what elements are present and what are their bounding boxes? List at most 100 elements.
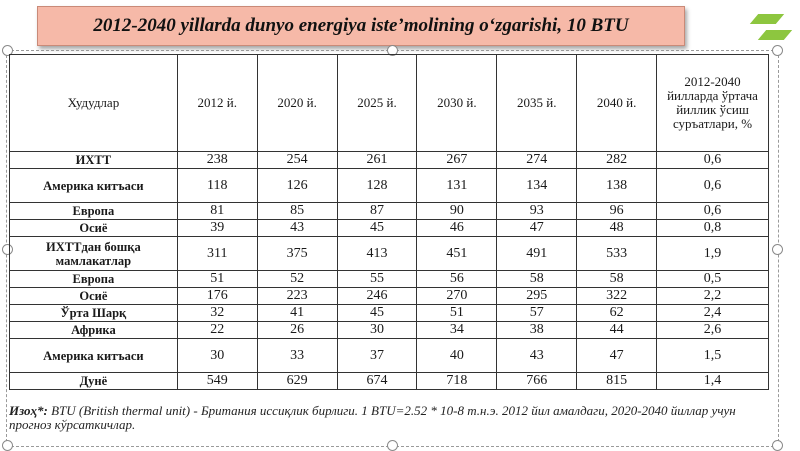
value-cell: 44 [576,321,658,339]
value-cell: 674 [336,372,418,390]
value-cell: 47 [576,338,658,373]
decor-chevron [749,14,785,24]
value-cell: 413 [336,236,418,271]
growth-rate-cell: 0,5 [656,270,769,288]
value-cell: 629 [256,372,338,390]
region-cell: Америка китъаси [9,338,178,373]
value-cell: 46 [416,219,498,237]
value-cell: 56 [416,270,498,288]
value-cell: 40 [416,338,498,373]
resize-handle[interactable] [2,440,13,451]
table-row: ИХТТдан бошқа мамлакатлар 311 375 413 451 491… [9,236,769,271]
resize-handle[interactable] [387,440,398,451]
region-cell: Америка китъаси [9,168,178,203]
value-cell: 274 [496,151,578,169]
value-cell: 118 [176,168,258,203]
value-cell: 55 [336,270,418,288]
column-header: 2030 й. [416,54,498,152]
value-cell: 533 [576,236,658,271]
table-row: Ўрта Шарқ 32 41 45 51 57 62 2,4 [9,304,769,322]
value-cell: 134 [496,168,578,203]
value-cell: 451 [416,236,498,271]
value-cell: 58 [496,270,578,288]
column-header: 2012 й. [176,54,258,152]
column-header: 2025 й. [336,54,418,152]
value-cell: 549 [176,372,258,390]
growth-rate-cell: 0,8 [656,219,769,237]
growth-rate-cell: 2,6 [656,321,769,339]
value-cell: 223 [256,287,338,305]
value-cell: 96 [576,202,658,220]
resize-handle[interactable] [772,45,783,56]
value-cell: 311 [176,236,258,271]
footnote-text: BTU (British thermal unit) - Британия ис… [9,403,736,432]
value-cell: 375 [256,236,338,271]
value-cell: 43 [256,219,338,237]
value-cell: 32 [176,304,258,322]
value-cell: 126 [256,168,338,203]
value-cell: 138 [576,168,658,203]
growth-rate-cell: 0,6 [656,168,769,203]
value-cell: 270 [416,287,498,305]
value-cell: 85 [256,202,338,220]
resize-handle[interactable] [772,244,783,255]
table-row: Америка китъаси 118 126 128 131 134 138 0,6 [9,168,769,203]
value-cell: 22 [176,321,258,339]
value-cell: 93 [496,202,578,220]
region-cell: ИХТТдан бошқа мамлакатлар [9,236,178,271]
value-cell: 47 [496,219,578,237]
value-cell: 87 [336,202,418,220]
value-cell: 51 [176,270,258,288]
value-cell: 128 [336,168,418,203]
growth-rate-cell: 2,2 [656,287,769,305]
region-cell: Европа [9,202,178,220]
footnote: Изоҳ*: BTU (British thermal unit) - Брит… [9,404,774,432]
column-header-region: Худудлар [9,54,178,152]
region-cell: Ўрта Шарқ [9,304,178,322]
value-cell: 38 [496,321,578,339]
value-cell: 766 [496,372,578,390]
value-cell: 282 [576,151,658,169]
column-header: 2035 й. [496,54,578,152]
growth-rate-cell: 1,9 [656,236,769,271]
value-cell: 43 [496,338,578,373]
value-cell: 51 [416,304,498,322]
value-cell: 30 [176,338,258,373]
value-cell: 30 [336,321,418,339]
value-cell: 26 [256,321,338,339]
value-cell: 254 [256,151,338,169]
value-cell: 261 [336,151,418,169]
value-cell: 131 [416,168,498,203]
table-header-row: Худудлар 2012 й. 2020 й. 2025 й. 2030 й. 2035… [9,54,769,152]
value-cell: 39 [176,219,258,237]
value-cell: 58 [576,270,658,288]
growth-rate-cell: 1,4 [656,372,769,390]
energy-consumption-table: Худудлар 2012 й. 2020 й. 2025 й. 2030 й. 2035… [9,54,769,390]
growth-rate-cell: 1,5 [656,338,769,373]
table-row: Осиё 176 223 246 270 295 322 2,2 [9,287,769,305]
value-cell: 52 [256,270,338,288]
resize-handle[interactable] [2,45,13,56]
footnote-label: Изоҳ*: [9,403,48,418]
growth-rate-cell: 0,6 [656,202,769,220]
growth-rate-cell: 2,4 [656,304,769,322]
value-cell: 41 [256,304,338,322]
value-cell: 267 [416,151,498,169]
value-cell: 37 [336,338,418,373]
value-cell: 90 [416,202,498,220]
value-cell: 238 [176,151,258,169]
growth-rate-cell: 0,6 [656,151,769,169]
value-cell: 57 [496,304,578,322]
slide-title: 2012-2040 yillarda dunyo energiya iste’m… [93,15,629,36]
slide-title-box: 2012-2040 yillarda dunyo energiya iste’m… [37,6,685,46]
value-cell: 62 [576,304,658,322]
decor-chevron [757,30,793,40]
region-cell: Осиё [9,287,178,305]
resize-handle[interactable] [772,440,783,451]
table-row: Африка 22 26 30 34 38 44 2,6 [9,321,769,339]
table-row: Осиё 39 43 45 46 47 48 0,8 [9,219,769,237]
value-cell: 33 [256,338,338,373]
column-header: 2040 й. [576,54,658,152]
value-cell: 81 [176,202,258,220]
region-cell: ИХТТ [9,151,178,169]
